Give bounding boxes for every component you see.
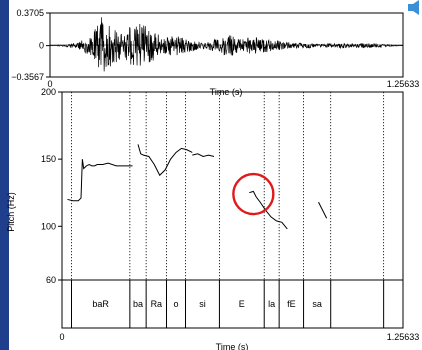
pitch-y-tick-label: 100 bbox=[41, 221, 56, 231]
waveform-x-tick-end: 1.25633 bbox=[387, 79, 420, 89]
speaker-icon[interactable] bbox=[408, 0, 419, 15]
pitch-contour-segment bbox=[318, 201, 328, 219]
pitch-xlabel: Time (s) bbox=[216, 342, 249, 350]
tier-interval-label[interactable]: baR bbox=[92, 299, 109, 309]
tier-interval-label[interactable]: E bbox=[239, 299, 245, 309]
waveform-line bbox=[50, 17, 404, 72]
pitch-x-tick-start: 0 bbox=[59, 332, 64, 342]
tier-interval-label[interactable]: la bbox=[268, 299, 275, 309]
waveform-y-tick-label: 0.3705 bbox=[16, 8, 44, 18]
tier-interval-label[interactable]: fE bbox=[287, 299, 296, 309]
speaker-icon-cone bbox=[413, 0, 419, 15]
tier-interval-label[interactable]: Ra bbox=[151, 299, 163, 309]
tier-interval-label[interactable]: si bbox=[199, 299, 206, 309]
pitch-y-tick-label: 150 bbox=[41, 154, 56, 164]
pitch-contour-segment bbox=[192, 153, 215, 157]
pitch-contour-segment bbox=[67, 159, 133, 202]
pitch-y-tick-label: 60 bbox=[46, 275, 56, 285]
waveform-y-tick-label: 0 bbox=[39, 41, 44, 51]
pitch-contour-segment bbox=[249, 190, 288, 230]
tier-interval-label[interactable]: o bbox=[173, 299, 178, 309]
pitch-frame bbox=[61, 91, 404, 329]
waveform-y-tick-label: −0.3567 bbox=[11, 72, 44, 82]
highlight-circle bbox=[232, 172, 275, 216]
tier-interval-label[interactable]: sa bbox=[312, 299, 322, 309]
waveform-x-tick-start: 0 bbox=[47, 79, 52, 89]
pitch-ylabel: Pitch (Hz) bbox=[6, 192, 16, 232]
pitch-x-tick-end: 1.25633 bbox=[387, 332, 420, 342]
tier-interval-label[interactable]: ba bbox=[133, 299, 143, 309]
left-edge-band bbox=[0, 0, 9, 350]
speaker-icon-body bbox=[408, 4, 413, 11]
pitch-contour-segment bbox=[137, 144, 193, 177]
pitch-y-tick-label: 200 bbox=[41, 87, 56, 97]
